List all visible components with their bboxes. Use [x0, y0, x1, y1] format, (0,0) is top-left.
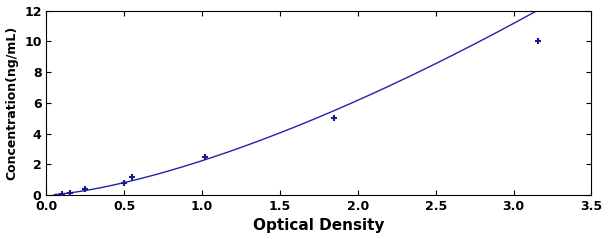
Y-axis label: Concentration(ng/mL): Concentration(ng/mL) [5, 26, 19, 180]
X-axis label: Optical Density: Optical Density [253, 218, 385, 234]
